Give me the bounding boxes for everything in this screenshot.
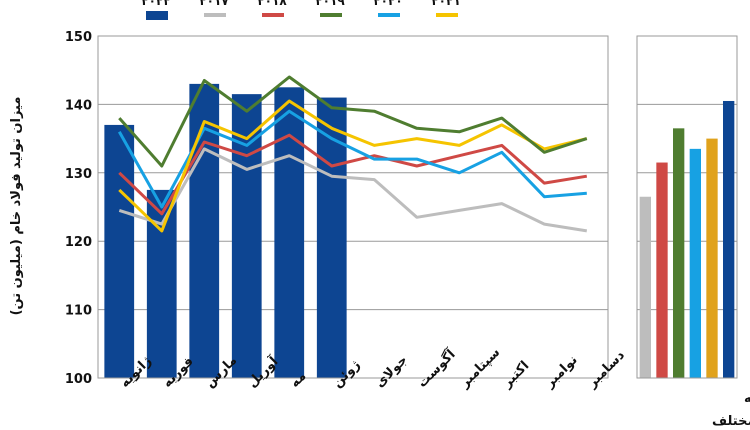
y-tick-label: 120	[65, 235, 92, 250]
line-series-۲۰۱۸	[118, 133, 588, 216]
avg-bar-۲۰۲۲	[723, 100, 735, 378]
legend-swatch	[436, 13, 458, 17]
main-bar-series	[104, 83, 347, 379]
x-tick-label: سپتامبر	[457, 345, 503, 391]
x-tick-label: جولای	[372, 353, 410, 391]
legend-label: ۲۰۲۲	[141, 0, 171, 8]
main-plot-frame	[97, 35, 609, 379]
bar-2022-5	[274, 87, 305, 379]
legend-label: ۲۰۱۹	[315, 0, 345, 8]
legend-swatch	[262, 13, 284, 17]
y-tick-label: 110	[65, 304, 92, 319]
avg-bar-۲۰۱۷	[639, 196, 651, 378]
average-bars	[639, 100, 735, 378]
legend-label: ۲۰۱۸	[257, 0, 287, 8]
legend-label: ۲۰۲۱	[431, 0, 460, 8]
legend: ۲۰۲۲ ۲۰۱۷ ۲۰۱۸ ۲۰۱۹ ۲۰۲۰ ۲۰۲۱	[141, 0, 461, 20]
y-tick-label: 130	[65, 167, 92, 182]
legend-swatch	[204, 13, 226, 17]
average-panel-title: متوسط تولید ماهانهسال های مختلف	[712, 391, 750, 429]
legend-label: ۲۰۲۰	[373, 0, 402, 8]
average-plot-frame	[636, 35, 738, 379]
line-series-۲۰۱۷	[118, 147, 588, 233]
y-tick-label: 100	[65, 372, 92, 387]
line-series-۲۰۱۹	[118, 75, 588, 168]
avg-bar-۲۰۱۸	[656, 162, 668, 378]
x-tick-label: اکتبر	[499, 359, 532, 392]
line-series-۲۰۲۱	[118, 99, 588, 233]
legend-label: ۲۰۱۷	[199, 0, 229, 8]
x-tick-label: دسامبر	[584, 348, 628, 392]
legend-swatch	[320, 13, 342, 17]
avg-bar-۲۰۲۰	[689, 148, 701, 378]
main-line-series	[117, 75, 588, 233]
avg-bar-۲۰۱۹	[673, 128, 685, 378]
average-gridlines	[637, 35, 737, 379]
y-tick-label: 150	[65, 30, 92, 45]
x-tick-label: نوامبر	[542, 353, 581, 392]
bar-2022-1	[104, 124, 135, 378]
bar-2022-2	[146, 189, 177, 378]
x-tick-label: آگوست	[414, 345, 459, 390]
y-axis-label: میزان تولید فولاد خام (میلیون تن)	[9, 97, 24, 316]
avg-bar-۲۰۲۱	[706, 138, 718, 378]
legend-swatch	[146, 11, 168, 20]
y-axis-ticks: 100 110 120 130 140 150	[65, 30, 92, 387]
y-tick-label: 140	[65, 98, 92, 113]
legend-swatch	[378, 13, 400, 17]
